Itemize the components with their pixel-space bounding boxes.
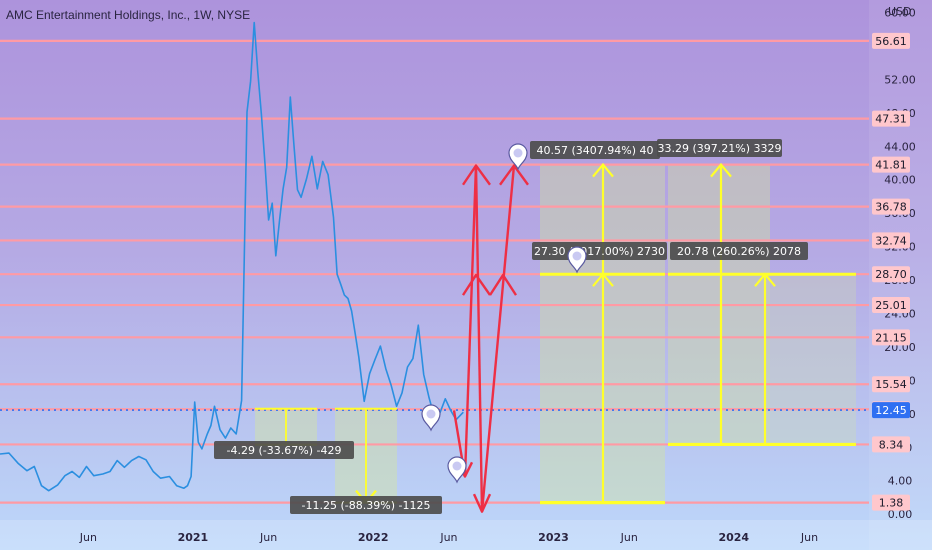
measure-zone [770, 274, 856, 445]
x-tick-label: Jun [620, 531, 638, 544]
map-pin-dot [426, 409, 436, 419]
level-label: 1.38 [879, 497, 904, 510]
level-label: 25.01 [875, 299, 907, 312]
x-tick-label: Jun [439, 531, 457, 544]
projection-arrow [480, 165, 516, 512]
price-label: 20.78 (260.26%) 2078 [677, 245, 801, 258]
level-label: 47.31 [875, 113, 907, 126]
level-label-box [872, 110, 910, 127]
level-label: 21.15 [875, 331, 907, 344]
y-tick-label: 0.00 [888, 508, 913, 521]
level-label: 28.70 [875, 268, 907, 281]
projection-arrow [461, 273, 491, 296]
y-tick-label: 40.00 [884, 174, 916, 187]
x-tick-label: 2022 [358, 531, 389, 544]
level-label: 36.78 [875, 201, 907, 214]
x-tick-label: 2021 [178, 531, 209, 544]
y-tick-label: 60.00 [884, 7, 916, 20]
price-label-box [290, 496, 442, 514]
map-pin-dot [572, 251, 582, 261]
price-label-box [214, 441, 354, 459]
level-label-box [872, 329, 910, 346]
map-pin-dot [452, 461, 462, 471]
level-label: 8.34 [879, 438, 904, 451]
y-tick-label: 44.00 [884, 140, 916, 153]
level-label-box [872, 376, 910, 393]
projection-arrow [474, 165, 484, 512]
price-label-box [532, 242, 667, 260]
level-label-box [872, 156, 910, 173]
x-tick-label: 2023 [538, 531, 569, 544]
y-tick-label: 4.00 [888, 475, 913, 488]
level-label-box [872, 297, 910, 314]
price-label-box [657, 139, 782, 157]
level-label-box [872, 198, 910, 215]
projection-arrow [488, 273, 518, 296]
level-label-box [872, 266, 910, 283]
currency-label: USD [888, 5, 912, 18]
level-label: 15.54 [875, 378, 907, 391]
price-label: -11.25 (-88.39%) -1125 [302, 499, 431, 512]
chart-title: AMC Entertainment Holdings, Inc., 1W, NY… [6, 8, 251, 22]
projection-arrow [463, 165, 478, 477]
current-price-box [872, 402, 910, 419]
price-label: 27.30 (1017.00%) 2730 [534, 245, 665, 258]
price-label: -4.29 (-33.67%) -429 [227, 444, 342, 457]
price-label: 33.29 (397.21%) 3329 [657, 142, 781, 155]
level-label-box [872, 232, 910, 249]
y-tick-label: 52.00 [884, 73, 916, 86]
level-label-box [872, 494, 910, 511]
map-pin-dot [513, 148, 523, 158]
x-tick-label: Jun [800, 531, 818, 544]
time-axis-panel [0, 520, 932, 550]
price-line [0, 21, 464, 492]
price-label: 40.57 (3407.94%) 40 [536, 144, 653, 157]
measure-arrowhead [710, 162, 732, 178]
level-label-box [872, 32, 910, 49]
measure-arrowhead [592, 272, 614, 287]
level-label-box [872, 436, 910, 453]
current-price-label: 12.45 [875, 404, 907, 417]
level-label: 41.81 [875, 159, 907, 172]
level-label: 56.61 [875, 35, 907, 48]
measure-arrowhead [592, 162, 614, 178]
projection-arrow [499, 164, 529, 186]
x-tick-label: Jun [259, 531, 277, 544]
x-tick-label: 2024 [718, 531, 749, 544]
price-label-box [670, 242, 808, 260]
level-label: 32.74 [875, 234, 907, 247]
measure-arrowhead [754, 272, 776, 287]
x-tick-label: Jun [79, 531, 97, 544]
price-label-box [530, 141, 660, 159]
